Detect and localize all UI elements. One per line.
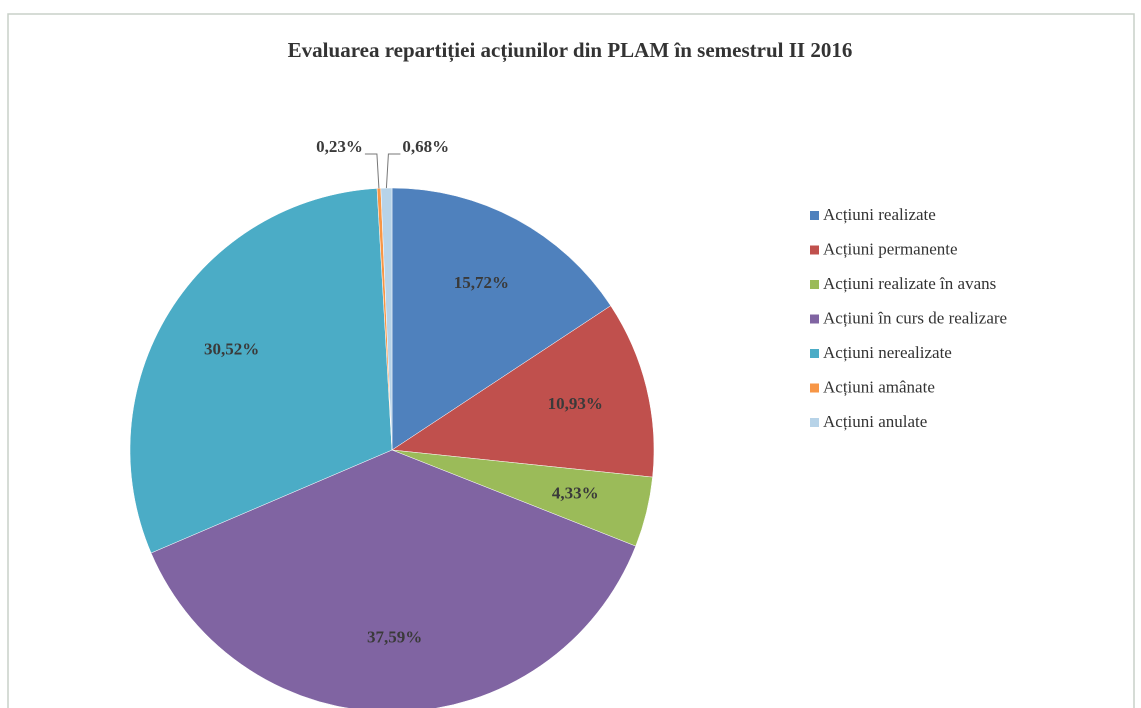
data-label: 10,93%	[548, 394, 603, 413]
pie-slice	[129, 188, 393, 554]
legend-label: Acțiuni realizate în avans	[823, 274, 996, 293]
legend-label: Acțiuni permanente	[823, 239, 958, 258]
legend-swatch	[810, 245, 819, 255]
legend-label: Acțiuni realizate	[823, 205, 936, 224]
legend-swatch	[810, 314, 819, 324]
legend-label: Acțiuni nerealizate	[823, 343, 952, 362]
data-label: 37,59%	[367, 628, 422, 647]
leader-line	[364, 153, 380, 189]
pie-slice	[150, 449, 637, 708]
legend-swatch	[810, 211, 819, 220]
chart-title: Evaluarea repartiției acțiunilor din PLA…	[288, 38, 853, 63]
data-label: 0,68%	[402, 137, 449, 156]
legend-label: Acțiuni amânate	[823, 377, 935, 396]
legend-swatch	[810, 349, 819, 358]
legend-swatch	[810, 418, 819, 427]
leader-line	[385, 153, 401, 189]
data-label: 30,52%	[204, 340, 259, 359]
data-label: 0,23%	[316, 137, 363, 156]
legend-swatch	[810, 383, 819, 393]
data-label: 4,33%	[552, 484, 599, 503]
legend-label: Acțiuni în curs de realizare	[823, 308, 1007, 327]
pie-slice	[391, 305, 655, 478]
pie-slice	[391, 187, 612, 451]
legend-swatch	[810, 280, 819, 289]
data-label: 15,72%	[454, 273, 509, 292]
legend-label: Acțiuni anulate	[823, 412, 927, 431]
